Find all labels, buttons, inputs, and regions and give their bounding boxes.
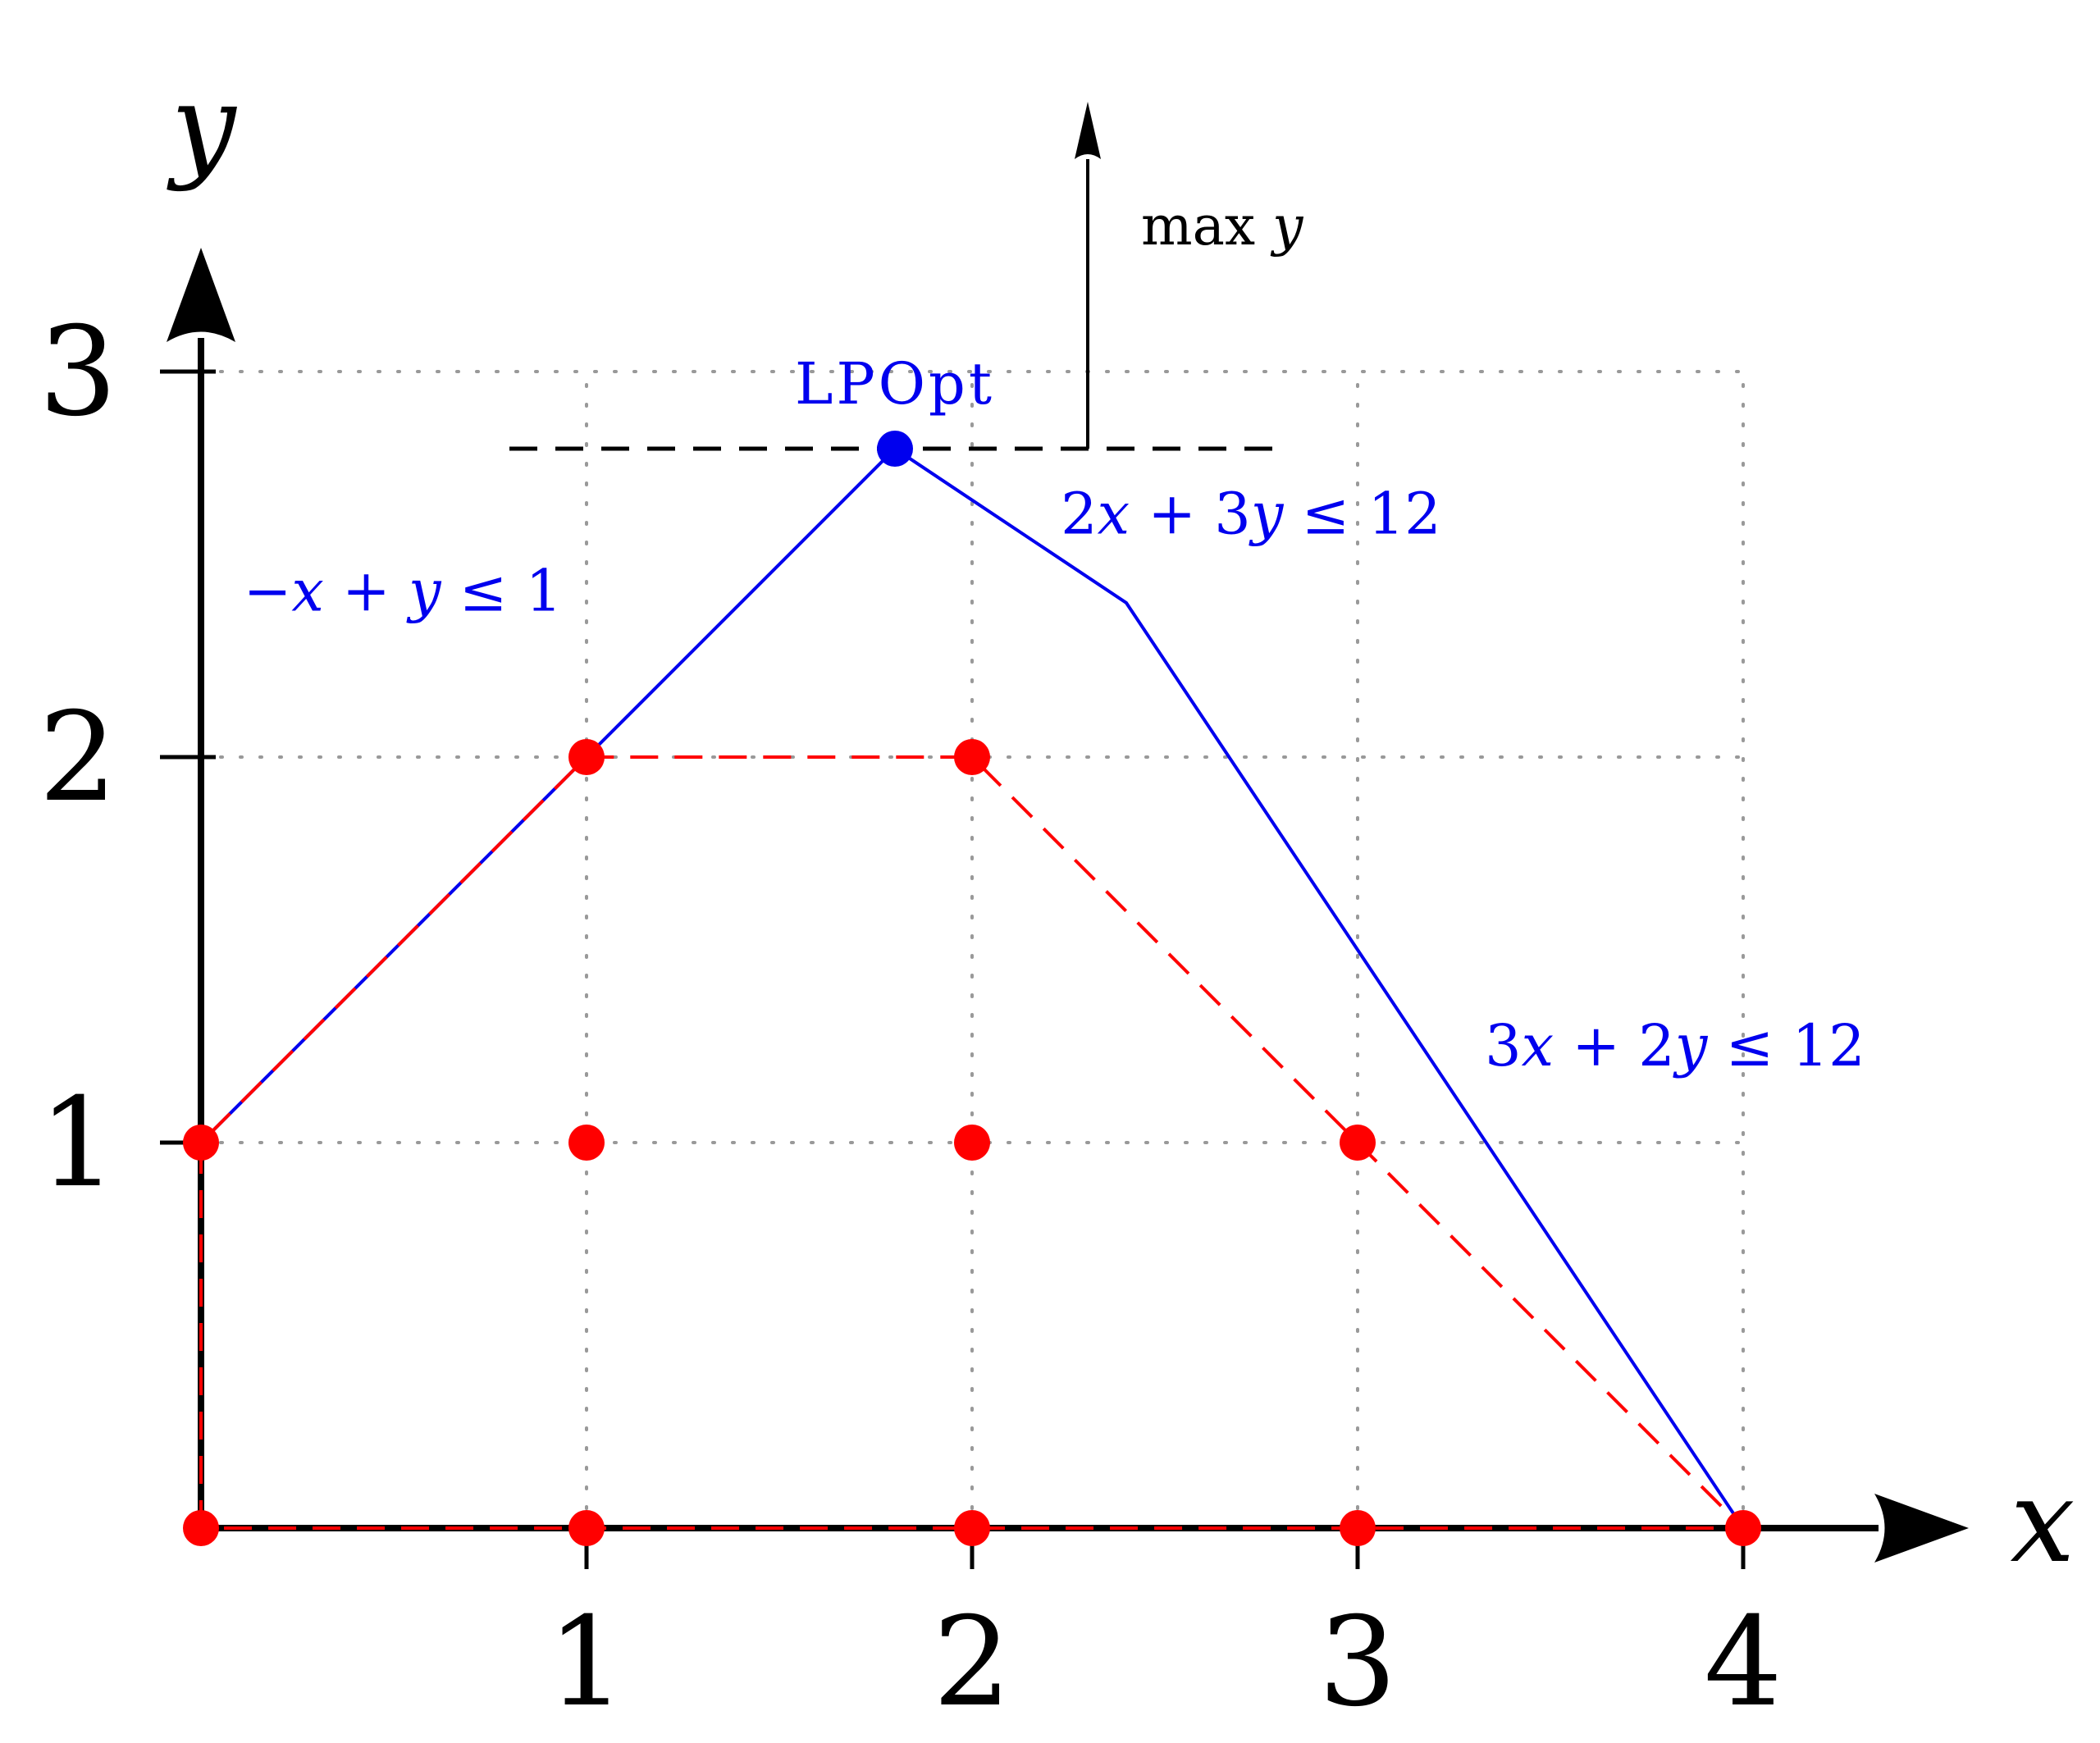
y-axis-arrowhead — [167, 248, 235, 342]
x-axis-arrowhead — [1874, 1494, 1969, 1563]
y-tick-label-3: 3 — [39, 301, 116, 444]
constraint-label-part: x — [1522, 1012, 1554, 1079]
x-tick-label-4: 4 — [1704, 1591, 1782, 1734]
constraint-label-part: x — [1098, 480, 1130, 547]
integer-point — [568, 739, 605, 775]
objective-label-var: y — [1270, 194, 1303, 258]
constraint-label-part: 2 — [1061, 480, 1098, 547]
constraint-label-part: y — [1673, 1012, 1709, 1079]
objective-label: max y — [1141, 194, 1303, 258]
x-tick-label-2: 2 — [933, 1591, 1011, 1734]
constraint-label-part: + 2 — [1554, 1012, 1675, 1079]
y-tick-label-2: 2 — [39, 687, 116, 829]
x-axis-label: x — [2011, 1455, 2075, 1589]
constraint-label-3: 3x + 2y ≤ 12 — [1485, 1012, 1865, 1079]
integer-point — [183, 1125, 219, 1161]
x-tick-label-1: 1 — [547, 1591, 625, 1734]
objective-label-op: max — [1141, 194, 1272, 258]
integer-point — [1725, 1510, 1761, 1546]
integer-point — [1340, 1510, 1376, 1546]
constraint-label-part: x — [291, 557, 323, 624]
constraint-label-1: −x + y ≤ 1 — [244, 557, 563, 624]
constraint-label-part: ≤ 1 — [441, 557, 563, 624]
integer-point — [954, 739, 990, 775]
constraint-label-part: − — [244, 557, 292, 624]
integer-point — [183, 1510, 219, 1546]
x-tick-label-3: 3 — [1318, 1591, 1396, 1734]
constraint-label-part: 3 — [1485, 1012, 1522, 1079]
constraint-label-part: ≤ 12 — [1707, 1012, 1865, 1079]
integer-point — [568, 1125, 605, 1161]
y-tick-label-1: 1 — [39, 1072, 116, 1215]
lp-optimum-point — [877, 431, 913, 467]
integer-point — [568, 1510, 605, 1546]
constraint-label-part: + — [324, 557, 409, 624]
constraint-label-part: ≤ 12 — [1283, 480, 1440, 547]
constraint-label-2: 2x + 3y ≤ 12 — [1061, 480, 1441, 547]
constraint-label-part: y — [406, 557, 442, 624]
grid-layer — [199, 370, 1745, 1530]
constraint-label-part: + 3 — [1130, 480, 1251, 547]
integer-point — [954, 1125, 990, 1161]
constraint-label-part: y — [1249, 480, 1285, 547]
integer-point — [954, 1510, 990, 1546]
y-axis-label: y — [166, 60, 237, 194]
integer-point — [1340, 1125, 1376, 1161]
integer-points-layer — [183, 431, 1761, 1546]
objective-direction-arrowhead — [1075, 102, 1101, 159]
lp-optimum-label: LPOpt — [795, 350, 995, 417]
